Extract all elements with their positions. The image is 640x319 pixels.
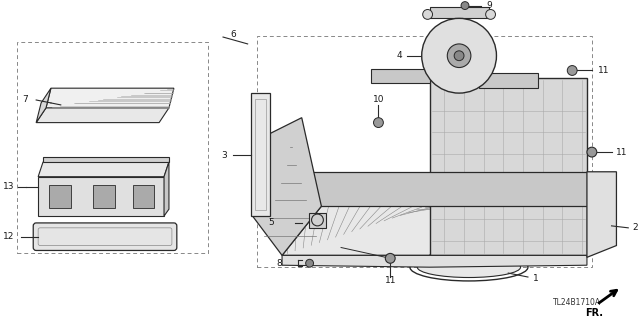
Polygon shape [251, 93, 270, 216]
Text: 5: 5 [268, 219, 274, 227]
Text: 11: 11 [598, 66, 609, 75]
Polygon shape [93, 185, 115, 208]
Polygon shape [36, 88, 51, 122]
FancyBboxPatch shape [33, 223, 177, 250]
Polygon shape [132, 185, 154, 208]
Text: 11: 11 [385, 277, 396, 286]
Text: 1: 1 [533, 273, 539, 283]
Polygon shape [49, 185, 70, 208]
Polygon shape [43, 157, 169, 162]
Text: 4: 4 [396, 51, 402, 60]
Circle shape [422, 19, 497, 93]
Text: 11: 11 [616, 148, 628, 157]
Ellipse shape [417, 257, 520, 278]
Polygon shape [587, 172, 616, 257]
Polygon shape [46, 88, 174, 108]
Text: 6: 6 [230, 30, 236, 39]
Circle shape [461, 2, 469, 10]
Polygon shape [282, 206, 469, 256]
Polygon shape [38, 162, 169, 177]
Circle shape [422, 10, 433, 19]
Text: 3: 3 [221, 151, 227, 160]
Text: FR.: FR. [585, 308, 603, 317]
Polygon shape [164, 162, 169, 216]
Polygon shape [36, 108, 169, 122]
Text: 7: 7 [22, 95, 28, 105]
Bar [17, 42, 208, 253]
Circle shape [385, 253, 395, 263]
Text: 13: 13 [3, 182, 15, 191]
Text: 9: 9 [486, 1, 492, 10]
Text: 12: 12 [3, 232, 15, 241]
Polygon shape [253, 118, 321, 256]
Polygon shape [371, 69, 429, 83]
Polygon shape [479, 73, 538, 88]
Polygon shape [297, 172, 587, 206]
Circle shape [587, 147, 596, 157]
Circle shape [447, 44, 471, 68]
Text: 10: 10 [372, 94, 384, 103]
Circle shape [567, 66, 577, 75]
Text: 8: 8 [276, 259, 282, 268]
Polygon shape [282, 256, 587, 267]
Text: TL24B1710A: TL24B1710A [553, 298, 601, 307]
Circle shape [374, 118, 383, 128]
Polygon shape [429, 78, 587, 256]
Circle shape [454, 51, 464, 61]
Bar [257, 36, 592, 267]
Circle shape [486, 10, 495, 19]
Polygon shape [308, 213, 326, 228]
Polygon shape [429, 7, 488, 19]
Text: 2: 2 [632, 223, 638, 232]
Polygon shape [38, 177, 164, 216]
Circle shape [306, 259, 314, 267]
